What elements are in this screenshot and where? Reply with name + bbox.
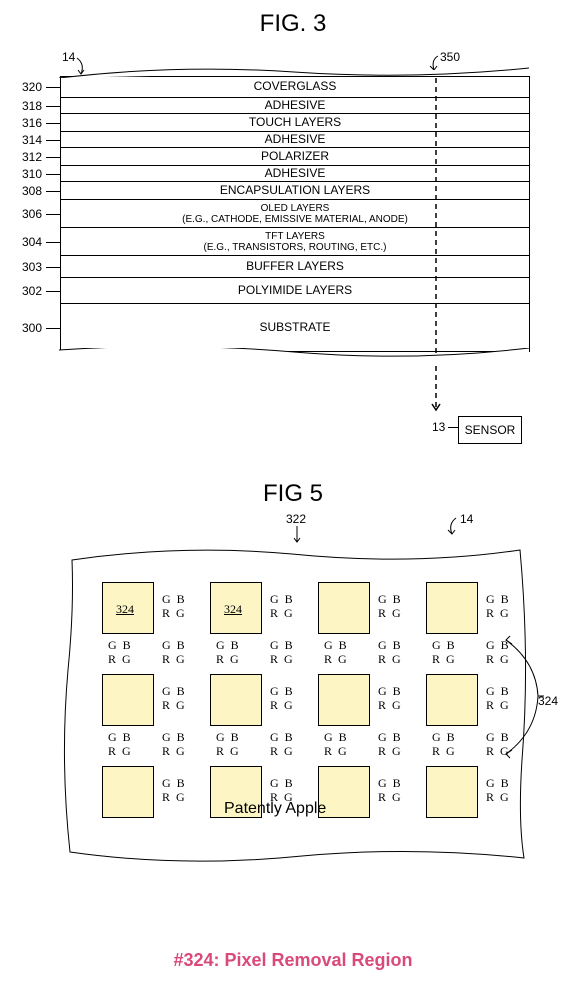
subpixel-label: G B R G: [270, 684, 293, 713]
subpixel-label: G B R G: [162, 638, 185, 667]
ref-322: 322: [286, 512, 306, 526]
tick-308: [46, 191, 60, 192]
subpixel-label: G B R G: [108, 730, 131, 759]
subpixel-label: G B R G: [270, 730, 293, 759]
wave-bottom: [59, 348, 531, 362]
pixel-removal-region: [426, 766, 478, 818]
pixel-removal-region: [426, 582, 478, 634]
footer-caption: #324: Pixel Removal Region: [0, 950, 586, 971]
ref-303: 303: [22, 260, 42, 274]
pixel-removal-region: [102, 674, 154, 726]
ref-314: 314: [22, 133, 42, 147]
subpixel-label: G B R G: [378, 592, 401, 621]
subpixel-label: G B R G: [378, 638, 401, 667]
footer-text: #324: Pixel Removal Region: [173, 950, 412, 970]
ref-312: 312: [22, 150, 42, 164]
tick-306: [46, 214, 60, 215]
arrow-14-fig5: [442, 516, 458, 536]
tick-312: [46, 157, 60, 158]
bracket-324: [496, 632, 546, 762]
ref-304: 304: [22, 235, 42, 249]
pixel-removal-region: [318, 674, 370, 726]
tick-314: [46, 140, 60, 141]
layer-306: OLED LAYERS (E.G., CATHODE, EMISSIVE MAT…: [60, 200, 530, 228]
ref-320: 320: [22, 80, 42, 94]
pixel-removal-region: [426, 674, 478, 726]
subpixel-label: G B R G: [432, 638, 455, 667]
subpixel-label: G B R G: [162, 776, 185, 805]
tick-302: [46, 291, 60, 292]
subpixel-label: G B R G: [378, 730, 401, 759]
layer-310: ADHESIVE: [60, 166, 530, 182]
ref-350: 350: [440, 50, 460, 64]
tick-318: [46, 106, 60, 107]
layer-318: ADHESIVE: [60, 98, 530, 114]
pixel-removal-region: [102, 766, 154, 818]
box-label-324: 324: [224, 602, 242, 617]
subpixel-label: G B R G: [432, 730, 455, 759]
tick-304: [46, 242, 60, 243]
subpixel-label: G B R G: [162, 592, 185, 621]
layer-302: POLYIMIDE LAYERS: [60, 278, 530, 304]
layer-rows: COVERGLASSADHESIVETOUCH LAYERSADHESIVEPO…: [60, 76, 530, 352]
layer-303: BUFFER LAYERS: [60, 256, 530, 278]
tick-320: [46, 87, 60, 88]
pixel-removal-region: [318, 582, 370, 634]
watermark: Patently Apple: [224, 800, 326, 818]
ref-14-top: 14: [62, 50, 75, 64]
ref-300: 300: [22, 321, 42, 335]
fig5-body: 14 322 324 G B R G G B R G G B R G 324 G B R …: [40, 514, 540, 874]
ref-14-fig5: 14: [460, 512, 473, 526]
subpixel-label: G B R G: [216, 730, 239, 759]
box-label-324: 324: [116, 602, 134, 617]
layer-stack: COVERGLASSADHESIVETOUCH LAYERSADHESIVEPO…: [60, 76, 530, 352]
tick-300: [46, 328, 60, 329]
tick-310: [46, 174, 60, 175]
subpixel-label: G B R G: [378, 776, 401, 805]
tick-316: [46, 123, 60, 124]
ref-302: 302: [22, 284, 42, 298]
tick-303: [46, 267, 60, 268]
layer-300: SUBSTRATE: [60, 304, 530, 352]
ref-306: 306: [22, 207, 42, 221]
subpixel-label: G B R G: [378, 684, 401, 713]
pixel-grid: 324 G B R G G B R G G B R G 324 G B R G G B R …: [52, 540, 532, 870]
subpixel-label: G B R G: [216, 638, 239, 667]
fig3-stack: 14 350 COVERGLASSADHESIVETOUCH LAYERSADH…: [0, 46, 586, 322]
layer-316: TOUCH LAYERS: [60, 114, 530, 132]
ref-316: 316: [22, 116, 42, 130]
layer-312: POLARIZER: [60, 148, 530, 166]
layer-320: COVERGLASS: [60, 76, 530, 98]
layer-304: TFT LAYERS (E.G., TRANSISTORS, ROUTING, …: [60, 228, 530, 256]
figure-5: FIG 5 14 322 324G B R GG B R GG B R G324…: [0, 480, 586, 874]
subpixel-label: G B R G: [108, 638, 131, 667]
subpixel-label: G B R G: [270, 638, 293, 667]
subpixel-label: G B R G: [162, 730, 185, 759]
layer-308: ENCAPSULATION LAYERS: [60, 182, 530, 200]
subpixel-label: G B R G: [324, 638, 347, 667]
subpixel-label: G B R G: [162, 684, 185, 713]
subpixel-label: G B R G: [486, 776, 509, 805]
sensor-box: SENSOR: [458, 416, 522, 444]
ref-13: 13: [432, 420, 445, 434]
subpixel-label: G B R G: [486, 592, 509, 621]
lead-13: [448, 427, 458, 428]
pixel-removal-region: [210, 674, 262, 726]
sensor-label: SENSOR: [465, 423, 516, 437]
fig5-title: FIG 5: [0, 480, 586, 508]
wave-top: [59, 64, 531, 78]
fig3-title: FIG. 3: [0, 10, 586, 38]
subpixel-label: G B R G: [270, 592, 293, 621]
layer-314: ADHESIVE: [60, 132, 530, 148]
ref-318: 318: [22, 99, 42, 113]
ref-310: 310: [22, 167, 42, 181]
figure-3: FIG. 3 14 350 COVERGLASSADHESIVETOUCH LA…: [0, 10, 586, 322]
subpixel-label: G B R G: [324, 730, 347, 759]
ref-308: 308: [22, 184, 42, 198]
